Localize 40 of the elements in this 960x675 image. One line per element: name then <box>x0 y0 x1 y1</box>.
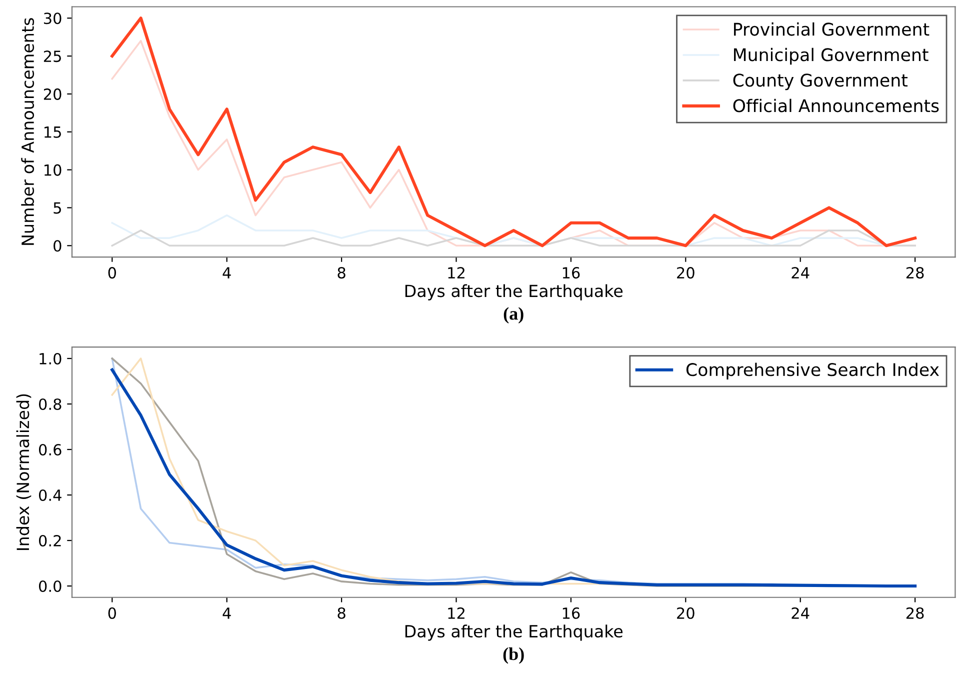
y-axis-title: Index (Normalized) <box>16 394 32 550</box>
x-tick-label: 8 <box>338 267 346 279</box>
x-tick-label: 24 <box>792 607 810 619</box>
y-tick-label: 10 <box>44 164 62 176</box>
x-tick-label: 20 <box>677 267 694 279</box>
x-tick-label: 28 <box>906 267 924 279</box>
legend-label: Official Announcements <box>733 98 939 112</box>
x-tick-label: 12 <box>448 267 464 278</box>
y-tick-label: 5 <box>54 202 61 214</box>
x-tick-label: 0 <box>108 267 116 279</box>
y-axis-title: Number of Announcements <box>21 18 34 245</box>
legend-label: Provincial Government <box>734 22 930 36</box>
x-tick-label: 4 <box>222 608 231 619</box>
y-tick-label: 0.8 <box>38 398 62 410</box>
y-tick-label: 0.6 <box>38 444 62 456</box>
y-tick-label: 0 <box>54 240 62 252</box>
legend-label: Municipal Government <box>734 48 928 65</box>
legend-label: County Government <box>733 74 908 90</box>
x-tick-label: 20 <box>677 607 694 619</box>
x-tick-label: 24 <box>792 267 810 278</box>
y-tick-label: 0.4 <box>38 489 62 502</box>
x-tick-label: 0 <box>108 607 116 619</box>
x-tick-label: 8 <box>338 607 346 619</box>
x-tick-label: 12 <box>448 607 464 619</box>
x-axis-title: Days after the Earthquake <box>405 284 623 300</box>
x-tick-label: 16 <box>562 267 580 279</box>
x-axis-title: Days after the Earthquake <box>405 624 623 641</box>
x-tick-label: 4 <box>222 267 231 278</box>
y-tick-label: 15 <box>44 126 61 138</box>
y-tick-label: 1.0 <box>40 352 62 365</box>
x-tick-label: 28 <box>906 607 924 619</box>
text: (b) <box>503 647 524 664</box>
y-tick-label: 0.0 <box>38 580 62 592</box>
y-tick-label: 30 <box>44 12 62 24</box>
x-tick-label: 16 <box>562 607 580 619</box>
y-tick-label: 20 <box>44 88 62 100</box>
legend-label: Comprehensive Search Index <box>686 362 939 380</box>
y-tick-label: 0.2 <box>38 534 61 547</box>
y-tick-label: 25 <box>44 50 61 62</box>
text: (a) <box>504 307 524 324</box>
